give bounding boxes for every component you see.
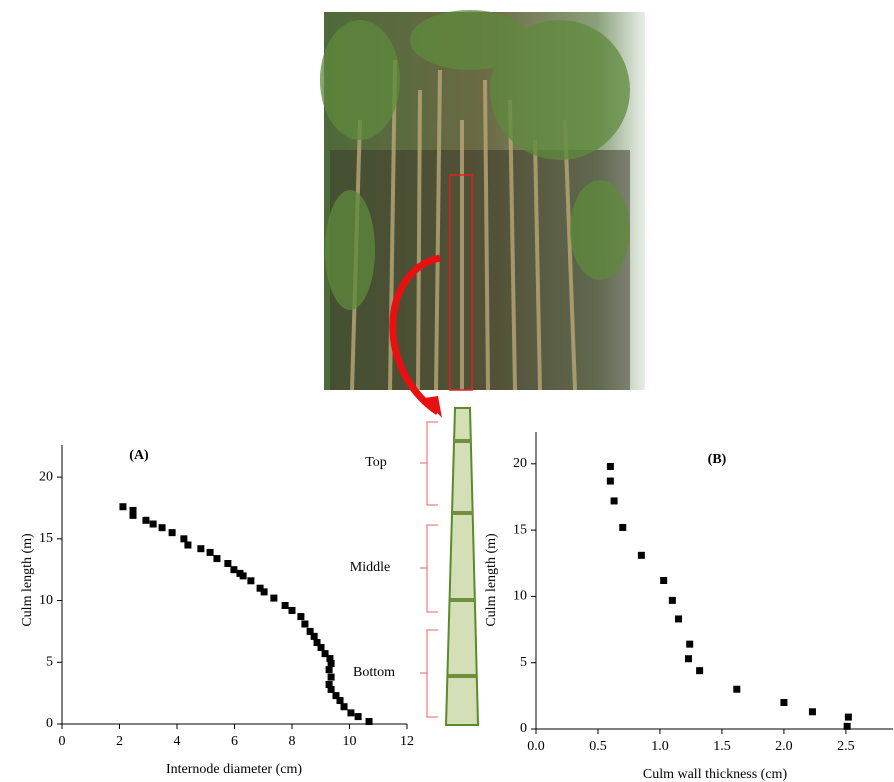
y-tick-label: 5 xyxy=(520,655,527,670)
segment-label: Middle xyxy=(350,560,390,575)
point xyxy=(321,650,329,658)
point xyxy=(619,523,627,531)
point xyxy=(808,708,816,716)
point xyxy=(340,703,348,711)
x-tick-label: 2 xyxy=(116,734,123,749)
point xyxy=(354,713,362,721)
point xyxy=(844,713,852,721)
point xyxy=(313,639,321,647)
point xyxy=(317,643,325,651)
y-tick-label: 15 xyxy=(513,522,527,537)
point xyxy=(158,524,166,532)
point xyxy=(239,572,247,580)
point xyxy=(668,596,676,604)
bamboo-photo xyxy=(320,10,645,418)
point xyxy=(637,551,645,559)
point xyxy=(347,709,355,717)
point xyxy=(149,520,157,528)
x-tick-label: 8 xyxy=(289,734,296,749)
point xyxy=(184,541,192,549)
point xyxy=(686,640,694,648)
point xyxy=(332,692,340,700)
y-tick-label: 5 xyxy=(46,654,53,669)
point xyxy=(325,666,333,674)
point xyxy=(684,655,692,663)
point xyxy=(843,722,851,730)
point xyxy=(610,497,618,505)
chart-title: (B) xyxy=(708,452,727,467)
point xyxy=(675,615,683,623)
segment-label: Bottom xyxy=(353,665,395,680)
point xyxy=(301,620,309,628)
point xyxy=(213,555,221,563)
x-tick-label: 4 xyxy=(174,734,181,749)
x-tick-label: 0.5 xyxy=(589,739,607,754)
point xyxy=(197,545,205,553)
y-tick-label: 10 xyxy=(39,593,53,608)
x-tick-label: 6 xyxy=(231,734,238,749)
x-tick-label: 2.0 xyxy=(775,739,793,754)
point xyxy=(270,594,278,602)
point xyxy=(297,613,305,621)
segment-label: Top xyxy=(365,455,387,470)
point xyxy=(310,632,318,640)
point xyxy=(230,566,238,574)
point xyxy=(780,698,788,706)
culm-diagram: Top Middle Bottom xyxy=(350,407,480,726)
point xyxy=(180,535,188,543)
point xyxy=(129,506,137,514)
point xyxy=(281,601,289,609)
point xyxy=(288,606,296,614)
x-tick-label: 1.5 xyxy=(713,739,731,754)
point xyxy=(606,477,614,485)
point xyxy=(606,462,614,470)
point xyxy=(326,655,334,663)
point xyxy=(733,685,741,693)
point xyxy=(660,577,668,584)
point xyxy=(306,627,314,635)
point xyxy=(168,529,176,537)
y-tick-label: 20 xyxy=(39,469,53,484)
point xyxy=(247,577,255,585)
y-axis-label: Culm length (m) xyxy=(20,533,35,627)
point xyxy=(206,548,214,556)
point xyxy=(142,516,150,524)
chart-title: (A) xyxy=(129,448,149,463)
point xyxy=(365,718,373,726)
point xyxy=(696,667,704,675)
x-axis-label: Culm wall thickness (cm) xyxy=(643,767,788,782)
point xyxy=(325,680,333,688)
point xyxy=(327,673,335,681)
x-tick-label: 10 xyxy=(343,734,357,749)
point xyxy=(336,697,344,705)
point xyxy=(327,685,335,693)
y-tick-label: 15 xyxy=(39,531,53,546)
point xyxy=(224,560,232,568)
x-tick-label: 2.5 xyxy=(837,739,855,754)
x-tick-label: 0.0 xyxy=(527,739,545,754)
y-tick-label: 0 xyxy=(520,721,527,736)
x-tick-label: 12 xyxy=(400,734,414,749)
point xyxy=(327,660,335,668)
y-tick-label: 10 xyxy=(513,589,527,604)
point xyxy=(119,503,127,511)
y-tick-label: 0 xyxy=(46,716,53,731)
point xyxy=(256,584,264,592)
x-tick-label: 0 xyxy=(59,734,66,749)
point xyxy=(129,511,137,519)
x-tick-label: 1.0 xyxy=(651,739,669,754)
y-tick-label: 20 xyxy=(513,456,527,471)
point xyxy=(260,588,268,596)
x-axis-label: Internode diameter (cm) xyxy=(166,762,302,777)
y-axis-label: Culm length (m) xyxy=(484,533,499,627)
